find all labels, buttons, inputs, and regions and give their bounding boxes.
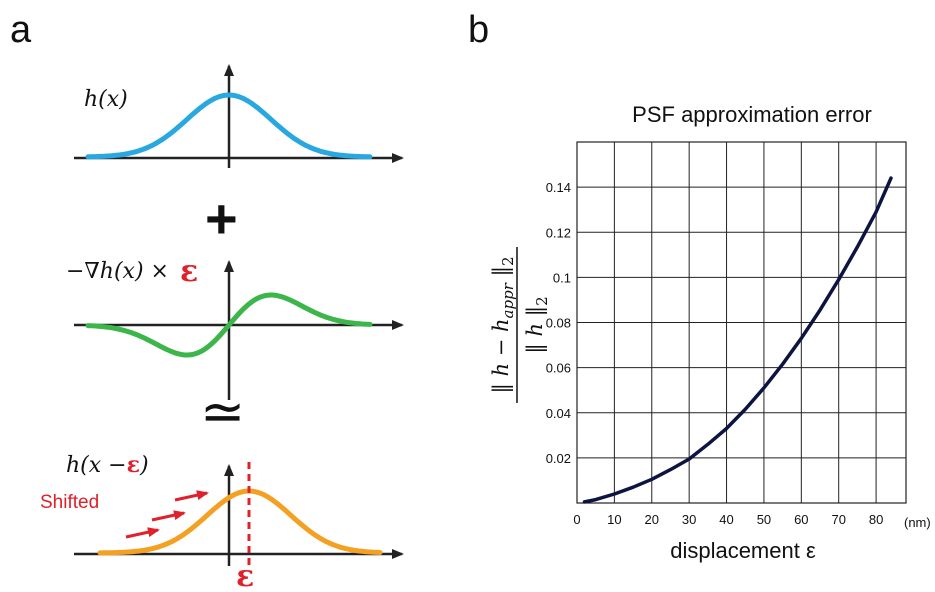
x-tick-label: 10: [607, 512, 621, 527]
shifted-text: Shifted: [40, 492, 99, 513]
y-label-numerator: ‖ h − happr ‖2: [489, 256, 517, 393]
x-tick-label: 30: [682, 512, 696, 527]
shifted-curve: [97, 488, 383, 556]
panel-b-letter: b: [468, 9, 489, 51]
panel-a-letter: a: [10, 9, 32, 51]
panel-b: b PSF approximation error ‖ h − happr ‖2…: [468, 9, 931, 563]
y-tick-label: 0.02: [546, 451, 571, 466]
gradient-epsilon: ε: [180, 254, 198, 289]
y-tick-label: 0.06: [546, 361, 571, 376]
y-tick-label: 0.14: [546, 180, 571, 195]
y-label-denominator: ‖ h ‖2: [523, 296, 551, 353]
y-tick-label: 0.08: [546, 316, 571, 331]
y-tick-label: 0.1: [553, 270, 571, 285]
plot-frame: [576, 141, 907, 504]
hx-label: h(x): [84, 87, 128, 112]
x-tick-label: 20: [645, 512, 659, 527]
gradient-label: −∇h(x) ×: [66, 259, 169, 284]
shift-arrow-1: [125, 527, 160, 539]
approx-sign: ≃: [200, 380, 245, 443]
x-tick-label: 0: [573, 512, 580, 527]
panel-a: a h(x) + −∇h(x) × ε ≃ h(x −ε) Shifted: [10, 9, 404, 592]
hx-curve: [85, 92, 373, 160]
x-unit-label: (nm): [904, 515, 931, 530]
shift-epsilon: ε: [236, 559, 254, 592]
gradient-curve: [85, 292, 373, 358]
y-tick-label: 0.04: [546, 406, 571, 421]
y-axis-label: ‖ h − happr ‖2 ‖ h ‖2: [489, 247, 551, 403]
x-tick-label: 40: [719, 512, 733, 527]
shift-arrow-2: [151, 510, 186, 522]
shifted-label: h(x −ε): [66, 452, 149, 478]
x-tick-label: 80: [869, 512, 883, 527]
plus-sign: +: [205, 187, 238, 250]
x-tick-label: 70: [831, 512, 845, 527]
plot-shifted: h(x −ε) Shifted ε: [40, 452, 404, 592]
chart-title: PSF approximation error: [632, 102, 872, 127]
plot-gradient: −∇h(x) × ε: [66, 254, 404, 400]
shift-arrow-3: [174, 490, 209, 502]
x-axis-label: displacement ε: [670, 538, 816, 563]
plot-hx: h(x): [74, 64, 404, 168]
plot-area: 0 10 20 30 40 50 60 70 80 0.02 0.04 0.06 0.08 0.1 0.12…: [546, 141, 907, 527]
series-line: [582, 176, 893, 504]
y-tick-label: 0.12: [546, 225, 571, 240]
x-tick-label: 60: [794, 512, 808, 527]
x-tick-label: 50: [757, 512, 771, 527]
